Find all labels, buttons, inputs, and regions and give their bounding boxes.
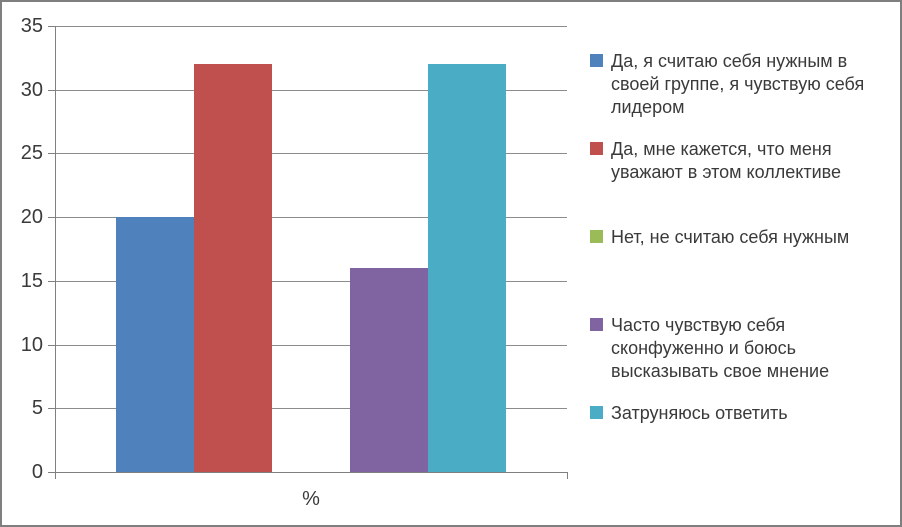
legend-item-1: Да, я считаю себя нужным в своей группе,… <box>590 50 890 119</box>
y-axis-tick-label: 5 <box>31 397 43 420</box>
y-axis-tick-label: 0 <box>31 461 43 483</box>
legend-item-5: Затруняюсь ответить <box>590 402 890 425</box>
x-axis-label: % <box>302 488 320 510</box>
x-axis-tick <box>567 473 568 479</box>
legend-item-4: Часто чувствую себя сконфуженно и боюсь … <box>590 314 890 383</box>
x-axis <box>55 472 568 473</box>
y-axis-tick-label: 10 <box>20 333 43 356</box>
bar-series-2 <box>194 64 272 472</box>
y-axis-tick-label: 15 <box>20 269 43 292</box>
bar-series-4 <box>350 268 428 472</box>
gridline-5 <box>55 408 567 410</box>
y-axis-tick-label: 30 <box>20 78 43 101</box>
bar-series-5 <box>428 64 506 472</box>
y-axis-tick <box>48 26 55 27</box>
gridline-30 <box>55 89 567 91</box>
y-axis-tick-label: 20 <box>20 206 43 229</box>
y-axis-tick <box>48 472 55 473</box>
legend-item-label: Да, мне кажется, что меня уважают в этом… <box>611 139 842 182</box>
legend-swatch-icon <box>590 142 603 155</box>
y-axis-tick <box>48 153 55 155</box>
legend-item-label: Нет, не считаю себя нужным <box>611 227 850 247</box>
y-axis-tick <box>48 280 55 282</box>
y-axis-tick <box>48 408 55 410</box>
legend: Да, я считаю себя нужным в своей группе,… <box>590 50 890 510</box>
gridline-35 <box>55 26 567 27</box>
legend-item-label: Часто чувствую себя сконфуженно и боюсь … <box>611 315 830 381</box>
legend-swatch-icon <box>590 406 603 419</box>
y-axis-tick <box>48 344 55 346</box>
gridline-25 <box>55 153 567 155</box>
y-axis <box>55 26 56 478</box>
legend-item-2: Да, мне кажется, что меня уважают в этом… <box>590 138 890 184</box>
legend-swatch-icon <box>590 318 603 331</box>
y-axis-tick-label: 35 <box>20 15 43 37</box>
legend-item-label: Затруняюсь ответить <box>611 403 788 423</box>
legend-swatch-icon <box>590 54 603 67</box>
legend-swatch-icon <box>590 230 603 243</box>
x-axis-tick <box>55 473 56 479</box>
legend-item-3: Нет, не считаю себя нужным <box>590 226 890 249</box>
y-axis-tick-label: 25 <box>20 142 43 165</box>
plot-area <box>55 26 567 472</box>
legend-item-label: Да, я считаю себя нужным в своей группе,… <box>611 51 865 117</box>
y-axis-tick <box>48 217 55 219</box>
y-axis-tick <box>48 89 55 91</box>
gridline-15 <box>55 280 567 282</box>
bar-series-1 <box>116 217 194 472</box>
gridline-10 <box>55 344 567 346</box>
gridline-20 <box>55 217 567 219</box>
